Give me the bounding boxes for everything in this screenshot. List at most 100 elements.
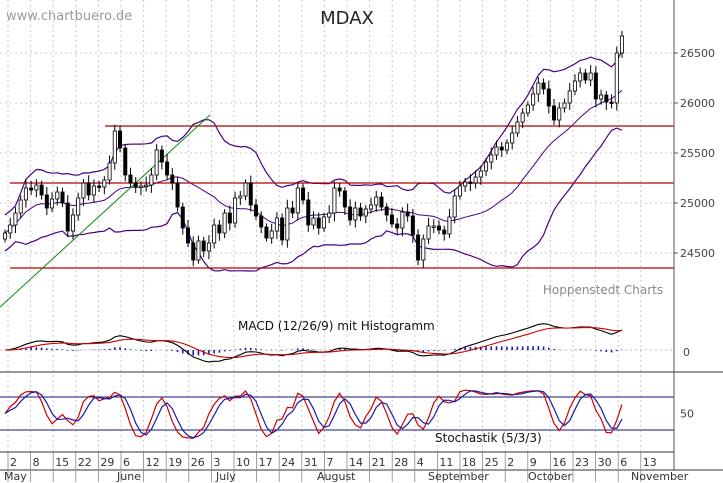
candle-body bbox=[128, 174, 133, 184]
candle-body bbox=[457, 185, 462, 197]
candle-body bbox=[353, 207, 358, 221]
month-label: November bbox=[631, 470, 689, 483]
macd-line bbox=[4, 323, 623, 363]
candle-body bbox=[562, 102, 567, 109]
month-label: September bbox=[428, 470, 489, 483]
candle-body bbox=[154, 149, 159, 176]
candle-body bbox=[405, 211, 410, 217]
candle-body bbox=[13, 212, 18, 226]
macd-label: MACD (12/26/9) mit Histogramm bbox=[238, 319, 435, 333]
candle-body bbox=[489, 154, 494, 163]
candle-body bbox=[478, 170, 483, 178]
candle-body bbox=[609, 101, 614, 104]
candle-body bbox=[23, 187, 28, 201]
candle-body bbox=[369, 204, 374, 210]
candle-body bbox=[510, 132, 515, 144]
month-label: July bbox=[215, 470, 236, 483]
candle-body bbox=[97, 185, 102, 188]
stochastic-panel bbox=[0, 389, 674, 439]
candle-body bbox=[494, 146, 499, 156]
candle-body bbox=[227, 212, 232, 224]
macd-panel bbox=[0, 323, 674, 363]
candle-body bbox=[212, 224, 217, 244]
month-label: August bbox=[317, 470, 356, 483]
candle-body bbox=[8, 224, 13, 234]
candle-body bbox=[536, 82, 541, 95]
candle-body bbox=[107, 162, 112, 181]
horizontal-lines bbox=[0, 114, 674, 308]
candle-body bbox=[311, 217, 316, 226]
candle-body bbox=[384, 206, 389, 216]
candle-body bbox=[70, 214, 75, 232]
candle-body bbox=[572, 80, 577, 92]
candle-body bbox=[76, 197, 81, 216]
candle-body bbox=[264, 226, 269, 239]
candle-body bbox=[552, 105, 557, 121]
date-tick-label: 30 bbox=[598, 456, 612, 469]
date-tick-label: 31 bbox=[304, 456, 318, 469]
candle-body bbox=[426, 225, 431, 240]
candle-body bbox=[358, 207, 363, 217]
month-label: October bbox=[528, 470, 572, 483]
watermark: www.chartbuero.de bbox=[6, 9, 132, 24]
date-tick-label: 3 bbox=[213, 456, 220, 469]
candle-body bbox=[593, 72, 598, 100]
candle-body bbox=[201, 240, 206, 252]
price-tick-label: 26000 bbox=[680, 97, 715, 110]
date-tick-label: 6 bbox=[620, 456, 627, 469]
candle-body bbox=[60, 191, 65, 204]
chart-title: MDAX bbox=[320, 8, 374, 29]
price-tick-label: 25500 bbox=[680, 147, 715, 160]
candle-body bbox=[165, 161, 170, 176]
candle-body bbox=[196, 240, 201, 261]
candle-body bbox=[337, 187, 342, 192]
date-tick-label: 7 bbox=[326, 456, 333, 469]
date-tick-label: 16 bbox=[552, 456, 566, 469]
candle-body bbox=[599, 94, 604, 100]
macd-signal-line bbox=[4, 326, 623, 359]
candle-body bbox=[186, 227, 191, 244]
candle-body bbox=[301, 187, 306, 201]
date-tick-label: 8 bbox=[33, 456, 40, 469]
candle-body bbox=[112, 130, 117, 164]
date-tick-label: 13 bbox=[643, 456, 657, 469]
candle-body bbox=[180, 206, 185, 229]
candle-body bbox=[123, 147, 128, 176]
date-tick-label: 21 bbox=[372, 456, 386, 469]
candle-body bbox=[342, 190, 347, 208]
date-tick-label: 11 bbox=[439, 456, 453, 469]
month-label: May bbox=[4, 470, 27, 483]
price-tick-label: 26500 bbox=[680, 47, 715, 60]
candle-body bbox=[604, 94, 609, 103]
candle-body bbox=[138, 185, 143, 188]
candle-body bbox=[463, 181, 468, 187]
stochastic-k-line bbox=[4, 389, 623, 439]
date-tick-label: 6 bbox=[123, 456, 130, 469]
candle-body bbox=[29, 187, 34, 191]
candle-body bbox=[274, 217, 279, 232]
candle-body bbox=[389, 214, 394, 225]
candle-body bbox=[91, 185, 96, 196]
candle-body bbox=[578, 72, 583, 82]
trendline bbox=[0, 114, 211, 308]
candle-body bbox=[259, 215, 264, 228]
candle-body bbox=[379, 196, 384, 208]
candle-body bbox=[400, 211, 405, 229]
candle-body bbox=[363, 208, 368, 217]
candle-body bbox=[321, 216, 326, 229]
candle-body bbox=[436, 225, 441, 231]
candle-body bbox=[159, 149, 164, 163]
candle-body bbox=[588, 72, 593, 81]
candle-body bbox=[452, 195, 457, 218]
date-tick-label: 10 bbox=[236, 456, 250, 469]
candle-body bbox=[86, 182, 91, 196]
date-tick-label: 2 bbox=[507, 456, 514, 469]
date-tick-label: 26 bbox=[191, 456, 205, 469]
date-tick-label: 17 bbox=[259, 456, 273, 469]
candle-body bbox=[374, 196, 379, 206]
candle-body bbox=[18, 199, 23, 214]
candle-body bbox=[421, 238, 426, 261]
candle-body bbox=[316, 217, 321, 229]
candle-body bbox=[473, 176, 478, 184]
